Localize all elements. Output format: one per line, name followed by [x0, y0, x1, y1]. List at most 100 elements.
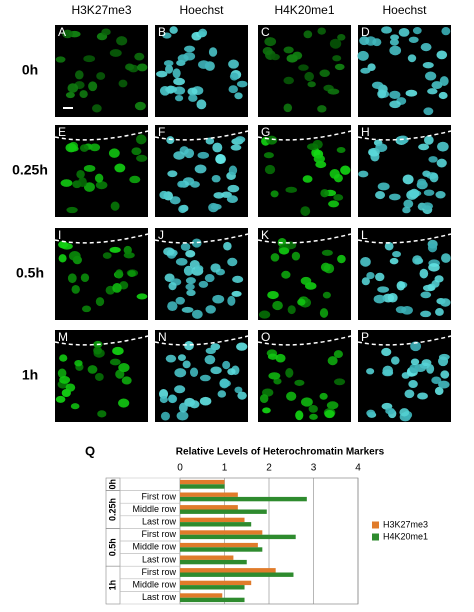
nucleus — [297, 298, 306, 306]
nucleus — [196, 99, 207, 110]
nucleus — [264, 37, 277, 47]
nucleus — [237, 391, 247, 400]
nucleus — [67, 145, 79, 152]
nucleus — [181, 306, 194, 313]
category-label: First row — [142, 491, 177, 501]
nucleus — [302, 175, 313, 183]
nucleus — [62, 29, 73, 39]
nucleus — [222, 360, 231, 370]
nucleus — [431, 376, 442, 385]
nucleus — [382, 293, 395, 303]
nucleus — [173, 77, 185, 86]
nucleus — [283, 46, 294, 54]
panel-letter: K — [261, 228, 269, 242]
nucleus — [389, 257, 399, 265]
row-label: 0.25h — [12, 162, 48, 178]
bar — [180, 509, 267, 514]
panel-letter: L — [361, 228, 368, 242]
nucleus — [121, 376, 132, 385]
nucleus — [272, 300, 283, 311]
nucleus — [189, 367, 199, 377]
nucleus — [285, 186, 298, 193]
x-tick-label: 1 — [222, 463, 228, 474]
nuclei — [366, 341, 450, 422]
nucleus — [439, 298, 451, 307]
nucleus — [185, 249, 196, 258]
bar — [180, 568, 276, 573]
nucleus — [129, 175, 141, 184]
nucleus — [112, 282, 122, 293]
bar — [180, 593, 223, 598]
x-tick-label: 3 — [311, 463, 317, 474]
x-tick-label: 0 — [177, 463, 183, 474]
nucleus — [407, 54, 417, 63]
nucleus — [438, 91, 448, 100]
nucleus — [283, 76, 294, 85]
nucleus — [273, 377, 282, 385]
nucleus — [55, 56, 66, 63]
bar — [180, 484, 225, 489]
nucleus — [178, 402, 188, 413]
nucleus — [309, 413, 318, 420]
nucleus — [421, 202, 434, 210]
category-label: Middle row — [132, 542, 176, 552]
edge-line — [357, 130, 452, 141]
nucleus — [438, 380, 450, 389]
row-label: 1h — [22, 367, 38, 383]
nucleus — [183, 45, 196, 53]
nucleus — [79, 90, 88, 99]
nucleus — [60, 179, 73, 187]
nucleus — [230, 144, 242, 151]
nucleus — [298, 64, 309, 71]
nucleus — [423, 107, 434, 116]
nucleus — [134, 52, 145, 61]
nucleus — [372, 38, 382, 47]
panel-letter: B — [158, 25, 166, 39]
nucleus — [83, 165, 96, 172]
nucleus — [65, 91, 75, 99]
nucleus — [412, 27, 422, 35]
nucleus — [118, 79, 128, 88]
nucleus — [115, 269, 124, 279]
nucleus — [92, 104, 102, 113]
nucleus — [83, 182, 95, 192]
nucleus — [357, 50, 369, 61]
nucleus — [410, 341, 422, 352]
chart-title: Relative Levels of Heterochromatin Marke… — [176, 447, 385, 458]
nucleus — [94, 372, 104, 381]
bar — [180, 534, 296, 540]
nucleus — [334, 63, 345, 71]
nucleus — [434, 386, 444, 396]
nucleus — [110, 201, 120, 211]
nucleus — [232, 275, 244, 283]
nucleus — [317, 105, 327, 113]
nucleus — [135, 134, 147, 145]
bar — [180, 505, 238, 510]
nucleus — [360, 256, 371, 267]
nucleus — [270, 253, 280, 262]
nucleus — [438, 356, 449, 367]
nuclei — [357, 26, 451, 116]
nucleus — [217, 390, 227, 398]
nucleus — [191, 309, 203, 319]
nuclei — [358, 135, 449, 215]
nucleus — [267, 353, 278, 360]
nucleus — [227, 184, 240, 193]
legend-swatch — [372, 533, 379, 541]
nucleus — [182, 360, 191, 369]
nuclei — [58, 240, 148, 313]
column-header: H4K20me1 — [274, 3, 334, 17]
nucleus — [125, 63, 135, 71]
nucleus — [165, 354, 177, 363]
nucleus — [389, 100, 401, 109]
panel-letter: O — [261, 330, 270, 344]
nucleus — [194, 265, 204, 273]
edge-line — [54, 233, 149, 244]
nucleus — [109, 49, 122, 57]
nucleus — [422, 61, 434, 69]
bar — [180, 479, 225, 485]
nucleus — [259, 394, 269, 404]
nucleus — [234, 386, 243, 394]
nucleus — [412, 255, 423, 265]
panel-letter: C — [261, 25, 270, 39]
